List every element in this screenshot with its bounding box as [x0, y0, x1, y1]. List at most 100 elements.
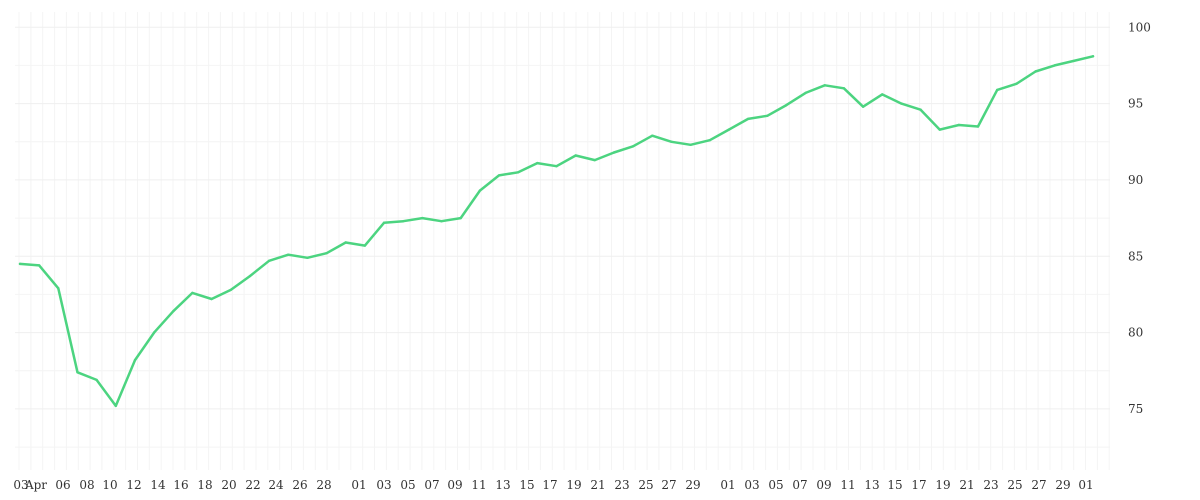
x-tick-label: 11 [840, 478, 855, 492]
x-tick-label: 22 [245, 478, 260, 492]
data-point [363, 244, 367, 247]
x-tick-label: 11 [471, 478, 486, 492]
x-tick-label: 15 [887, 478, 902, 492]
data-point [593, 158, 596, 162]
data-point [325, 252, 328, 255]
x-tick-label: 07 [424, 478, 439, 492]
x-tick-label: 24 [268, 478, 284, 492]
data-point [287, 253, 290, 256]
x-tick-label: 10 [102, 478, 117, 492]
data-point [957, 123, 961, 127]
x-tick-label: 25 [1007, 478, 1022, 492]
x-tick-label: 12 [126, 478, 141, 492]
data-point [651, 134, 654, 137]
x-tick-label: 13 [495, 478, 510, 492]
data-point [18, 262, 22, 266]
data-point [76, 371, 79, 374]
data-point [1015, 82, 1018, 86]
data-point [919, 108, 922, 111]
x-tick-label: 05 [768, 478, 783, 492]
data-point [210, 297, 213, 301]
x-tick-label: 08 [79, 478, 94, 492]
vertical-gridlines [18, 12, 1110, 470]
data-point [248, 274, 252, 278]
data-point [555, 165, 558, 168]
y-tick-label: 80 [1128, 326, 1143, 340]
data-point [421, 216, 424, 220]
data-point [938, 128, 941, 131]
x-tick-label: 27 [661, 478, 676, 492]
x-tick-label: 17 [542, 478, 557, 492]
data-point [746, 117, 750, 121]
data-point [95, 378, 98, 382]
data-point [172, 310, 175, 313]
data-point [1072, 59, 1076, 63]
data-point [497, 174, 501, 177]
x-tick-label: 23 [983, 478, 998, 492]
y-tick-label: 85 [1128, 249, 1143, 263]
x-tick-label: 21 [590, 478, 605, 492]
x-tick-label: 05 [400, 478, 415, 492]
y-tick-label: 90 [1128, 173, 1143, 187]
data-point [267, 259, 271, 262]
x-tick-label: 01 [1078, 478, 1093, 492]
x-tick-label: 16 [173, 478, 188, 492]
data-point [229, 288, 232, 292]
x-tick-label: 09 [447, 478, 462, 492]
data-point [708, 139, 711, 142]
y-tick-label: 100 [1128, 20, 1151, 34]
data-point [689, 143, 692, 146]
data-point [976, 125, 980, 128]
x-tick-label: 29 [1055, 478, 1070, 492]
x-tick-label: 03 [744, 478, 759, 492]
x-tick-label: 23 [614, 478, 629, 492]
data-point [57, 287, 60, 290]
x-tick-label: 17 [911, 478, 926, 492]
x-tick-label: 06 [55, 478, 70, 492]
data-point [1034, 70, 1037, 73]
data-point [191, 291, 194, 295]
x-tick-label: 15 [519, 478, 534, 492]
data-point [306, 256, 309, 259]
data-point [881, 93, 884, 96]
data-point [1091, 55, 1095, 58]
x-tick-label: 14 [150, 478, 166, 492]
x-tick-label: 01 [720, 478, 735, 492]
data-point [152, 331, 156, 334]
data-point [612, 151, 616, 154]
data-point [766, 114, 769, 118]
y-axis-tick-labels: 75 80 85 90 95 100 [1128, 20, 1151, 416]
x-tick-label: 20 [221, 478, 236, 492]
x-tick-label: 19 [935, 478, 950, 492]
x-tick-label: 27 [1031, 478, 1046, 492]
data-point [727, 128, 731, 131]
y-tick-label: 95 [1128, 97, 1143, 111]
x-tick-label: 19 [566, 478, 581, 492]
data-point [804, 91, 807, 95]
data-point [823, 84, 826, 87]
data-point [517, 171, 520, 174]
x-tick-label: Apr [24, 478, 47, 492]
x-tick-label: 26 [292, 478, 307, 492]
data-point [1053, 64, 1056, 67]
data-point [842, 87, 846, 90]
data-point [402, 220, 405, 223]
x-tick-label: 09 [816, 478, 831, 492]
data-point [38, 264, 41, 267]
data-point [670, 140, 673, 143]
data-point [785, 103, 788, 107]
data-point [900, 102, 903, 105]
x-tick-label: 03 [13, 478, 28, 492]
data-point [133, 358, 137, 362]
x-tick-label: 18 [197, 478, 212, 492]
x-tick-label: 28 [316, 478, 331, 492]
data-point [114, 404, 118, 408]
x-tick-label: 25 [638, 478, 653, 492]
data-point [861, 105, 865, 108]
data-point [996, 88, 999, 92]
x-tick-label: 07 [792, 478, 807, 492]
x-tick-label: 21 [959, 478, 974, 492]
x-tick-label: 03 [376, 478, 391, 492]
